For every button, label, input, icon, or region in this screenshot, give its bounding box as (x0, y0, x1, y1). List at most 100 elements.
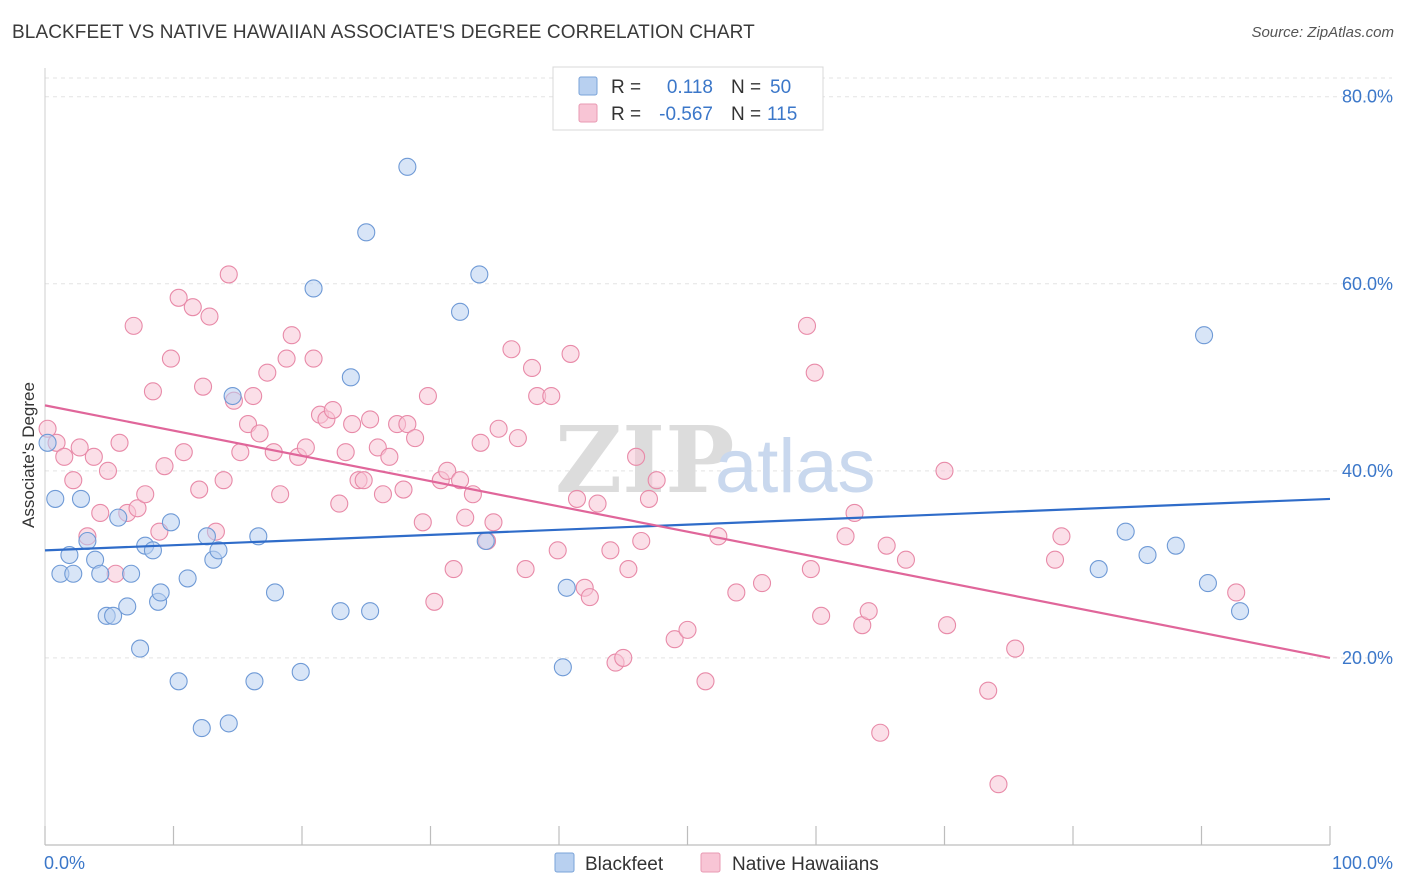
point-native-hawaiians-57 (413, 513, 432, 532)
point-native-hawaiians-3 (64, 471, 83, 490)
point-native-hawaiians-109 (1006, 639, 1025, 658)
point-blackfeet-35 (357, 223, 376, 242)
point-native-hawaiians-105 (877, 536, 896, 555)
point-blackfeet-0 (38, 433, 57, 452)
point-blackfeet-6 (78, 531, 97, 551)
chart-title: BLACKFEET VS NATIVE HAWAIIAN ASSOCIATE'S… (12, 22, 755, 43)
point-blackfeet-10 (104, 606, 123, 625)
point-native-hawaiians-44 (330, 494, 349, 513)
point-native-hawaiians-91 (678, 620, 697, 639)
point-blackfeet-42 (557, 578, 576, 597)
point-native-hawaiians-106 (896, 550, 916, 569)
point-native-hawaiians-43 (323, 401, 342, 420)
point-blackfeet-18 (151, 583, 170, 602)
legend-n-label-native-hawaiians: N = (731, 104, 761, 125)
point-native-hawaiians-107 (938, 616, 957, 635)
point-native-hawaiians-46 (343, 415, 362, 434)
point-native-hawaiians-2 (55, 447, 74, 466)
point-native-hawaiians-36 (277, 349, 296, 368)
point-blackfeet-4 (64, 564, 83, 583)
trend-lines (44, 404, 1331, 660)
point-blackfeet-46 (1166, 536, 1185, 555)
point-native-hawaiians-37 (282, 326, 301, 345)
legend-bottom: Blackfeet Native Hawaiians (554, 852, 879, 875)
point-native-hawaiians-59 (425, 592, 444, 611)
point-native-hawaiians-104 (871, 723, 890, 742)
legend-n-label-blackfeet: N = (731, 77, 761, 98)
point-native-hawaiians-80 (580, 588, 599, 607)
legend-bottom-label-native-hawaiians: Native Hawaiians (732, 854, 879, 875)
y-tick-label-1: 40.0% (1342, 461, 1393, 481)
point-native-hawaiians-27 (219, 265, 238, 284)
data-points (38, 157, 1250, 794)
point-native-hawaiians-35 (271, 485, 290, 504)
legend-r-value-blackfeet: 0.118 (667, 77, 713, 98)
point-blackfeet-12 (118, 597, 137, 616)
point-native-hawaiians-87 (632, 531, 651, 551)
point-native-hawaiians-49 (361, 410, 380, 429)
point-blackfeet-33 (331, 602, 350, 621)
point-blackfeet-13 (122, 564, 141, 583)
point-blackfeet-21 (178, 569, 197, 588)
point-blackfeet-37 (398, 157, 417, 176)
point-native-hawaiians-90 (665, 630, 684, 649)
point-native-hawaiians-48 (354, 471, 373, 490)
point-native-hawaiians-77 (561, 344, 580, 363)
point-blackfeet-8 (91, 564, 110, 583)
point-native-hawaiians-10 (110, 433, 129, 452)
x-tick-label-end: 100.0% (1332, 853, 1393, 873)
point-native-hawaiians-73 (522, 358, 542, 378)
point-blackfeet-16 (143, 541, 162, 560)
point-native-hawaiians-88 (639, 489, 659, 508)
point-blackfeet-38 (451, 302, 470, 321)
point-native-hawaiians-54 (394, 480, 413, 499)
point-native-hawaiians-96 (801, 560, 820, 579)
point-native-hawaiians-114 (935, 461, 954, 480)
point-blackfeet-40 (476, 531, 495, 551)
point-native-hawaiians-31 (244, 386, 263, 406)
point-native-hawaiians-103 (859, 602, 878, 621)
legend-top: R = 0.118 N = 50 R = -0.567 N = 115 (552, 66, 824, 131)
point-blackfeet-19 (161, 513, 180, 532)
point-native-hawaiians-86 (627, 447, 646, 466)
point-blackfeet-5 (71, 489, 91, 508)
point-native-hawaiians-32 (250, 424, 269, 443)
point-native-hawaiians-98 (805, 363, 824, 382)
point-native-hawaiians-29 (231, 443, 250, 462)
point-native-hawaiians-52 (380, 447, 399, 466)
point-native-hawaiians-64 (456, 508, 475, 527)
point-native-hawaiians-23 (194, 377, 213, 396)
point-native-hawaiians-39 (296, 438, 315, 457)
point-blackfeet-3 (60, 545, 79, 565)
legend-swatch-native-hawaiians (578, 103, 598, 123)
point-native-hawaiians-92 (696, 672, 715, 691)
point-native-hawaiians-99 (812, 606, 831, 625)
point-native-hawaiians-58 (418, 386, 437, 406)
point-native-hawaiians-69 (489, 419, 508, 438)
point-native-hawaiians-9 (106, 564, 125, 583)
legend-r-value-native-hawaiians: -0.567 (659, 104, 713, 125)
point-native-hawaiians-56 (406, 429, 425, 448)
point-blackfeet-30 (265, 583, 285, 602)
legend-n-value-blackfeet: 50 (770, 77, 791, 98)
point-native-hawaiians-68 (484, 513, 503, 532)
point-native-hawaiians-95 (752, 574, 772, 593)
point-native-hawaiians-12 (124, 316, 143, 335)
tick-labels: 20.0% 40.0% 60.0% 80.0% 0.0% 100.0% (44, 87, 1393, 873)
trend-line-blackfeet (44, 497, 1331, 552)
point-blackfeet-27 (223, 386, 242, 406)
point-native-hawaiians-89 (647, 471, 666, 490)
point-native-hawaiians-70 (502, 340, 521, 359)
point-blackfeet-39 (470, 265, 489, 284)
point-native-hawaiians-8 (98, 461, 118, 480)
x-tick-label-start: 0.0% (44, 853, 85, 873)
point-blackfeet-22 (192, 719, 211, 738)
point-native-hawaiians-14 (136, 485, 155, 504)
point-blackfeet-26 (219, 714, 238, 733)
point-blackfeet-48 (1198, 574, 1217, 593)
point-native-hawaiians-71 (508, 429, 527, 448)
legend-r-label-blackfeet: R = (611, 77, 641, 98)
watermark-atlas: atlas (715, 424, 876, 509)
point-native-hawaiians-15 (143, 382, 162, 401)
point-native-hawaiians-22 (190, 480, 209, 499)
